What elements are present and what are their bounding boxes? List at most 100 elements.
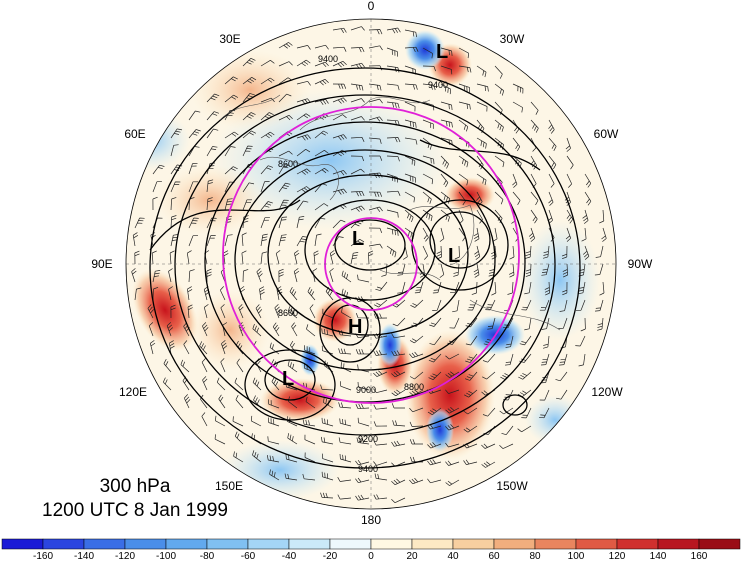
wind-barb [350,98,365,103]
wind-barb [584,173,592,188]
wind-barb [134,217,145,229]
colorbar-swatch [616,538,659,550]
wind-barb [320,436,334,445]
wind-barb [314,130,329,139]
wind-barb [314,217,326,229]
wind-barb [260,77,275,85]
wind-barb [250,415,262,427]
colorbar-swatch [493,538,536,550]
wind-barb [339,453,352,463]
colorbar-tick-label: 100 [568,551,585,561]
contour-label: 9400 [428,80,448,90]
wind-barb [391,389,406,397]
wind-barb [374,473,388,481]
wind-barb [199,341,208,355]
wind-barb [548,191,554,206]
wind-barb [242,269,249,283]
wind-barb [404,137,418,145]
colorbar: -160 -140 -120 -100 -80 -60 -40 -20 0 20 40 60 80 100… [1,538,741,561]
wind-barb [289,287,298,301]
wind-barb [232,416,244,427]
wind-barb [375,281,388,291]
wind-barb [320,384,334,391]
colorbar-tick-label: -120 [115,551,135,561]
wind-barb [188,235,198,247]
wind-barb [287,306,298,319]
wind-barb [373,370,388,377]
wind-barb [544,281,551,296]
colorbar-swatch [206,538,249,550]
wind-barb [169,250,175,265]
wind-barb [314,99,329,106]
pressure-level-title: 300 hPa [99,476,171,497]
wind-barb [132,232,139,247]
wind-barb [463,425,478,433]
wind-barb [422,65,436,72]
wind-barb [163,359,172,373]
colorbar-swatch [42,538,85,550]
wind-barb [216,377,226,391]
wind-barb [340,381,352,391]
wind-barb [259,286,265,301]
wind-barb [427,407,442,415]
wind-barb [332,134,347,141]
wind-barb [218,394,226,409]
contour-label: 8600 [278,308,298,318]
wind-barb [373,494,388,500]
wind-barb [203,286,210,301]
wind-barb [476,173,487,186]
wind-barb [368,243,383,249]
wind-barb [476,137,487,149]
wind-barb [449,317,460,329]
wind-barb [422,191,432,204]
wind-barb [152,196,158,211]
wind-barb [409,439,423,445]
wind-barb [422,173,434,185]
wind-barb [391,440,406,447]
wind-barb [512,101,523,113]
wind-barb [355,349,370,355]
wind-barb [332,97,347,104]
wind-barb [278,268,284,283]
wind-barb [296,45,311,50]
wind-barb [252,377,262,391]
wind-barb [482,353,496,363]
low-center-label: L [352,228,364,250]
colorbar-tick-label: 20 [406,551,418,561]
wind-barb [476,101,488,112]
colorbar-swatch [411,538,454,550]
wind-barb [260,165,274,175]
wind-barb [314,203,329,211]
wind-barb [242,145,253,157]
wind-barb [314,78,329,86]
wind-barb [386,83,400,91]
wind-barb [373,350,388,356]
colorbar-tick-label: 80 [529,551,541,561]
wind-barb [134,287,142,301]
wind-barb [188,181,198,193]
wind-barb [260,181,270,193]
wind-barb [397,281,406,294]
wind-barb [268,399,280,409]
wind-barb [369,155,383,161]
wind-barb [350,238,365,247]
wind-barb [576,299,586,311]
wind-barb [422,227,429,242]
wind-barb [512,83,524,94]
wind-barb [321,453,334,463]
wind-barb [494,101,503,115]
colorbar-swatch [247,538,290,550]
wind-barb [269,342,280,355]
wind-barb [314,150,329,157]
wind-barb [481,461,496,468]
wind-barb [391,497,406,504]
wind-barb [332,46,347,52]
low-center-label: L [448,245,460,267]
wind-barb [476,65,487,78]
wind-barb [278,42,293,49]
colorbar-tick-label: 60 [488,551,500,561]
wind-barb [170,197,177,211]
lon-label-60e: 60E [124,127,145,141]
wind-barb [357,274,370,283]
wind-barb [162,377,172,391]
